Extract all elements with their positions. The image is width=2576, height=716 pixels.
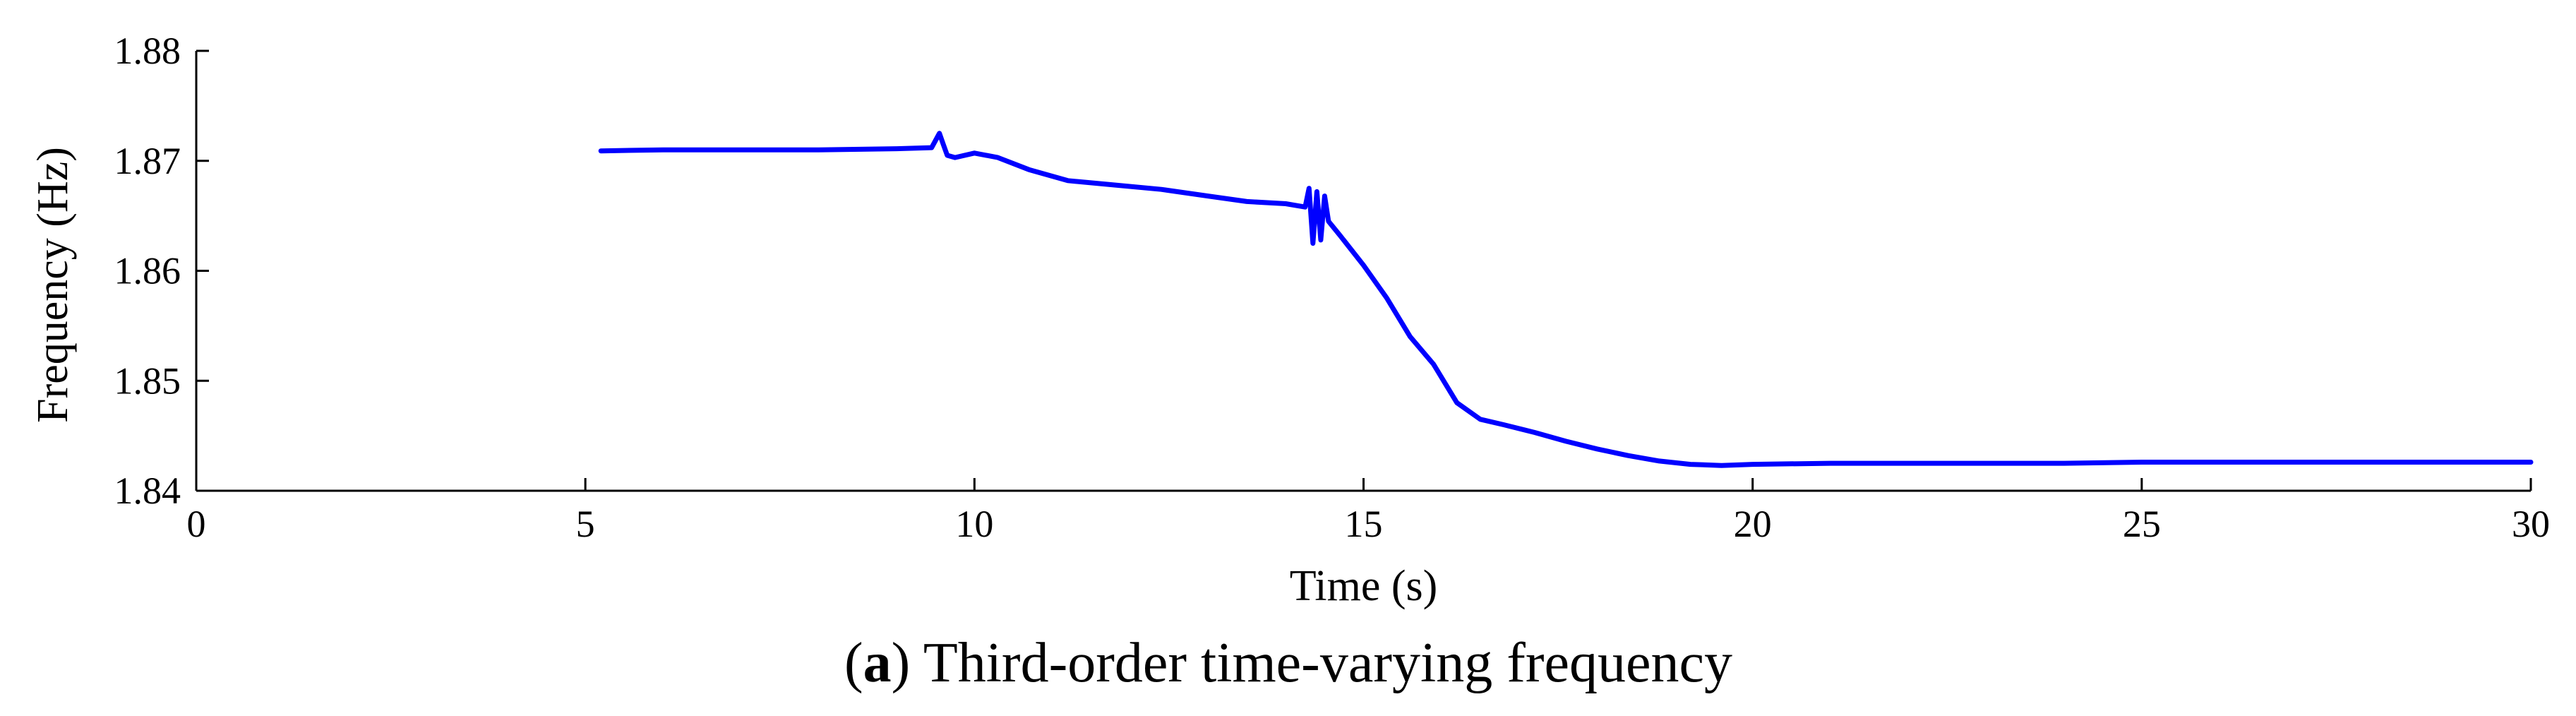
x-tick-label: 25 [2123,503,2161,545]
x-tick-label: 5 [576,503,595,545]
x-tick-label: 10 [955,503,993,545]
y-tick-label: 1.85 [114,359,181,402]
x-tick-label: 30 [2512,503,2550,545]
axes: 0 5 10 15 20 25 30 1.84 1.85 1.86 1.87 1.88 [114,30,2551,545]
series-layer [598,131,2534,468]
x-axis-title: Time (s) [1290,562,1438,610]
x-tick-label: 0 [187,503,206,545]
y-axis-title: Frequency (Hz) [29,147,77,423]
labels-layer: Time (s) Frequency (Hz) (a) Third-order … [29,147,1732,694]
caption-label: a [863,632,892,694]
y-tick-label: 1.86 [114,250,181,292]
caption-close-paren: ) [892,632,923,694]
x-tick-label: 15 [1345,503,1383,545]
x-tick-label: 20 [1734,503,1772,545]
series-line [598,131,2534,468]
y-tick-label: 1.88 [114,30,181,72]
caption-open-paren: ( [844,632,863,694]
y-tick-label: 1.87 [114,140,181,182]
figure-caption: (a) Third-order time-varying frequency [844,632,1732,694]
y-tick-label: 1.84 [114,470,181,512]
caption-text: Third-order time-varying frequency [923,632,1732,694]
